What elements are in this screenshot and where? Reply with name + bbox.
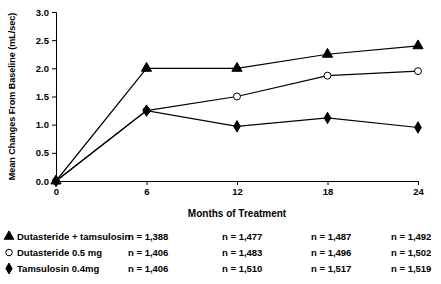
marker [143,105,150,116]
marker [322,48,332,57]
tick-label: 2.0 [36,63,49,74]
marker [234,93,241,100]
n-label: n = 1,496 [311,247,351,258]
axis-line [57,182,419,186]
chart: 0.0 0.5 1.0 1.5 2.0 2.5 3.0 0 6 12 18 24 Months of T… [0,0,441,284]
n-label: n = 1,517 [311,263,351,274]
tick-mark [418,181,419,185]
marker [53,175,60,186]
n-label: n = 1,406 [128,247,168,258]
tick-label: 24 [413,186,424,197]
tick-mark [237,181,238,185]
tick: 18 [323,181,334,197]
legend-marker [6,249,13,256]
plot-area [51,40,423,187]
tick-label: 0.5 [36,147,50,158]
y-axis: 0.0 0.5 1.0 1.5 2.0 2.5 3.0 [36,7,57,187]
legend-label: Dutasteride 0.5 mg [17,247,102,258]
marker [415,68,422,75]
series-line [56,71,418,181]
marker [234,121,241,132]
n-label: n = 1,492 [391,231,431,242]
tick-mark [52,125,56,126]
marker [413,40,423,49]
tick-label: 1.5 [36,91,50,102]
legend: Dutasteride + tamsulosinn = 1,388 n = 1,4… [4,231,431,274]
tick: 6 [144,181,149,197]
x-axis: 0 6 12 18 24 [54,181,425,197]
tick: 12 [232,181,243,197]
tick-label: 18 [323,186,334,197]
legend-marker [4,231,14,239]
legend-label: Tamsulosin 0.4mg [17,263,99,274]
tick-mark [52,97,56,98]
n-label: n = 1,510 [222,263,262,274]
n-label: n = 1,406 [128,263,168,274]
n-label: n = 1,388 [128,231,168,242]
series-line [56,111,418,181]
tick: 3.0 [36,7,56,18]
tick: 1.0 [36,119,56,130]
n-label: n = 1,502 [391,247,431,258]
tick-label: 6 [144,186,149,197]
tick-mark [52,153,56,154]
tick: 2.5 [36,35,56,46]
tick-label: 3.0 [36,7,49,18]
tick-label: 1.0 [36,119,49,130]
tick: 2.0 [36,63,56,74]
tick: 0.5 [36,147,56,158]
axis-line [52,13,57,182]
marker [415,122,422,133]
marker [232,62,242,71]
x-axis-title: Months of Treatment [188,208,287,219]
tick: 24 [413,181,424,197]
legend-marker [6,263,12,274]
n-label: n = 1,487 [311,231,351,242]
marker [141,62,151,71]
y-axis-title: Mean Changes From Baseline (mL/sec) [7,13,17,181]
tick-mark [147,181,148,185]
legend-label: Dutasteride + tamsulosin [17,231,130,242]
tick-mark [52,68,56,69]
series-line [56,46,418,181]
n-label: n = 1,477 [222,231,262,242]
tick-label: 0 [54,186,59,197]
n-label: n = 1,519 [391,263,431,274]
tick: 1.5 [36,91,56,102]
tick-label: 12 [232,186,243,197]
tick-label: 0.0 [36,176,49,187]
marker [324,72,331,79]
tick-mark [52,12,56,13]
tick-mark [328,181,329,185]
tick-mark [52,40,56,41]
tick-label: 2.5 [36,35,50,46]
n-label: n = 1,483 [222,247,262,258]
marker [324,112,331,123]
